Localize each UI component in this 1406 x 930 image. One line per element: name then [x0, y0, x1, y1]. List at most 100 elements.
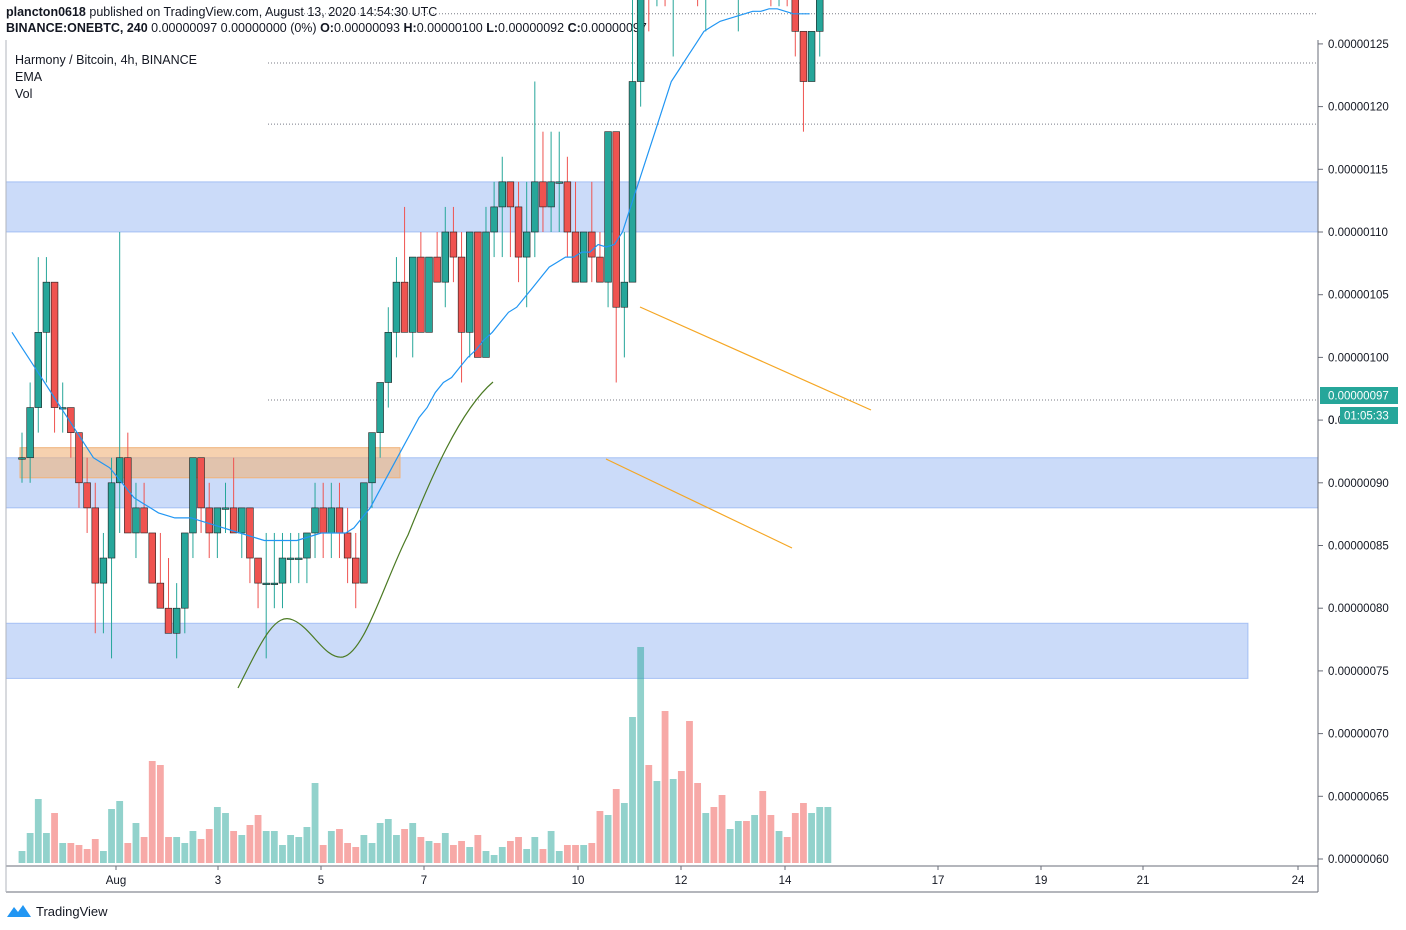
candle-body	[156, 582, 165, 609]
volume-bar	[287, 835, 295, 863]
candle-body	[409, 256, 417, 333]
volume-bar	[759, 791, 767, 863]
candle-body	[303, 532, 311, 559]
volume-bar	[344, 843, 351, 863]
candle-body	[42, 281, 51, 333]
volume-bar	[67, 843, 75, 863]
zone-bottom	[5, 622, 1249, 679]
candle-body	[604, 131, 612, 283]
candle-body	[539, 181, 547, 208]
candle-body	[791, 0, 800, 32]
volume-bar	[596, 811, 604, 863]
volume-bar	[59, 843, 67, 863]
candle-body	[555, 181, 563, 184]
candle-body	[205, 507, 213, 534]
candle-body	[417, 256, 425, 333]
candle-body	[360, 482, 368, 584]
publish-header: plancton0618 published on TradingView.co…	[6, 5, 437, 19]
candle-body	[229, 507, 238, 534]
candle-body	[343, 532, 352, 559]
volume-bar	[352, 847, 360, 863]
time-tick-label: 3	[215, 875, 221, 887]
candle-body	[392, 281, 401, 333]
candle-body	[612, 131, 620, 308]
partial-price-label: 0.	[1328, 415, 1338, 427]
volume-bar	[637, 647, 645, 863]
volume-bar	[767, 815, 775, 863]
author-name[interactable]: plancton0618	[6, 5, 86, 19]
change-text: 0.00000097 0.00000000 (0%)	[151, 21, 317, 35]
footer-branding[interactable]: TradingView	[6, 903, 108, 919]
volume-bar	[384, 819, 392, 863]
volume-bar	[588, 843, 596, 863]
candle-body	[563, 181, 572, 233]
zone-mid	[5, 181, 1319, 233]
volume-bar	[75, 845, 83, 863]
candle-body	[99, 557, 108, 584]
volume-bar	[661, 711, 669, 863]
time-tick-label: 12	[675, 875, 688, 887]
price-tick-label: 0.00000100	[1328, 352, 1389, 364]
candle-body	[807, 31, 816, 82]
time-tick-label: 14	[779, 875, 792, 887]
candle-body	[465, 231, 474, 333]
volume-bar	[686, 721, 693, 863]
candle-body	[531, 181, 539, 233]
time-tick-label: 10	[572, 875, 585, 887]
candle-body	[400, 281, 409, 333]
volume-bar	[108, 809, 115, 863]
price-tick-label: 0.00000120	[1328, 102, 1389, 114]
volume-bar	[295, 837, 303, 863]
volume-bar	[523, 849, 531, 863]
volume-bar	[311, 783, 319, 863]
volume-bar	[254, 815, 262, 863]
legend-vol[interactable]: Vol	[15, 87, 33, 101]
volume-bar	[205, 829, 213, 863]
candles-layer	[18, 0, 824, 659]
candle-body	[58, 407, 67, 410]
volume-bar	[116, 801, 124, 863]
countdown-tag	[1340, 407, 1398, 424]
volume-bar	[629, 717, 636, 863]
time-tick-label: 5	[318, 875, 324, 887]
volume-bar	[132, 823, 140, 863]
volume-bar	[563, 845, 571, 863]
volume-bar	[26, 833, 34, 863]
candle-body	[18, 457, 26, 460]
volume-bar	[710, 807, 718, 863]
price-tick-label: 0.00000105	[1328, 290, 1389, 302]
candle-body	[181, 532, 189, 609]
candle-body	[816, 0, 824, 32]
price-tick-label: 0.00000065	[1328, 791, 1389, 803]
tradingview-logo-icon	[7, 905, 31, 917]
candle-body	[522, 231, 531, 258]
volume-bar	[498, 847, 506, 863]
time-tick-label: 24	[1292, 875, 1305, 887]
candle-body	[50, 281, 59, 408]
channel-upper-line	[639, 306, 872, 411]
volume-bar	[791, 813, 799, 863]
publish-info: published on TradingView.com, August 13,…	[89, 5, 438, 19]
low-value: 0.00000092	[498, 21, 565, 35]
candle-body	[514, 206, 523, 258]
open-value: 0.00000093	[333, 21, 401, 35]
volume-bar	[490, 855, 498, 863]
candle-body	[221, 507, 230, 510]
volume-bar	[181, 843, 189, 863]
legend-title[interactable]: Harmony / Bitcoin, 4h, BINANCE	[15, 53, 198, 67]
price-tick-label: 0.00000090	[1328, 478, 1389, 490]
volume-bar	[148, 761, 156, 863]
price-tick-label: 0.00000085	[1328, 541, 1389, 553]
candle-body	[547, 181, 555, 208]
candle-body	[482, 231, 490, 358]
high-label: H:	[403, 21, 417, 35]
candle-body	[628, 81, 637, 283]
legend-ema[interactable]: EMA	[15, 70, 43, 84]
candle-body	[636, 0, 645, 82]
volume-bar	[197, 839, 205, 863]
candle-body	[278, 557, 287, 584]
volume-bar	[808, 813, 815, 863]
candle-body	[246, 507, 254, 559]
volume-bar	[83, 849, 91, 863]
